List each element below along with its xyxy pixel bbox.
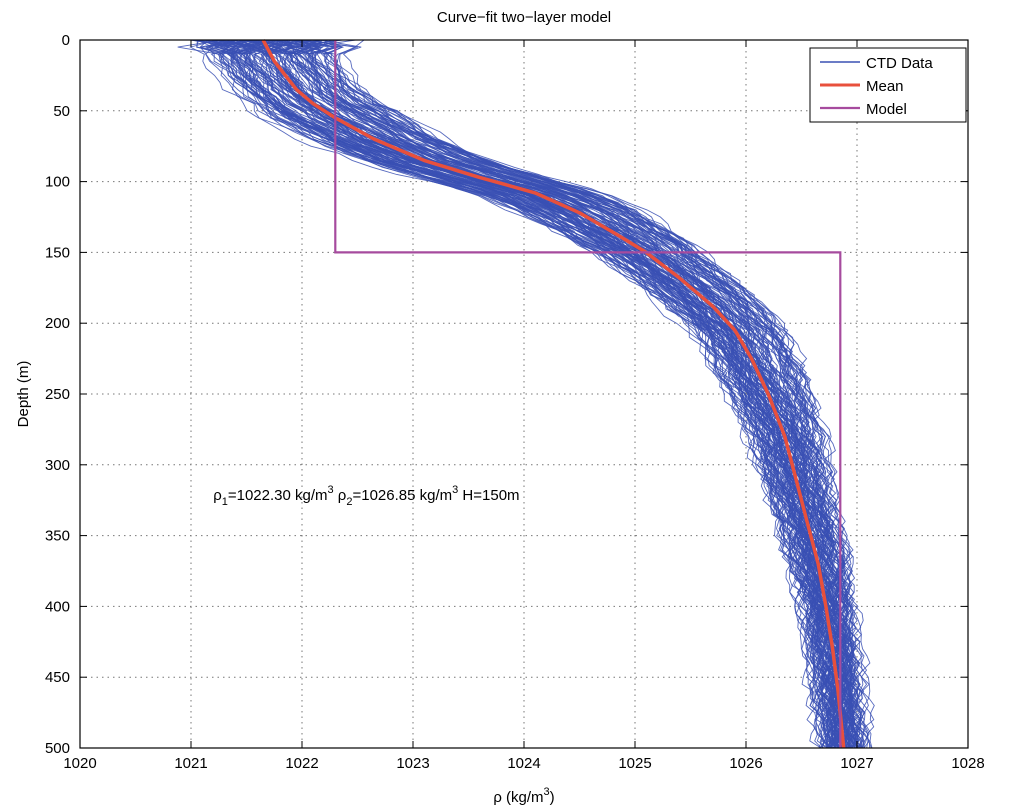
y-tick-label: 200 xyxy=(45,315,70,332)
ctd-profile xyxy=(198,39,841,749)
ctd-profile xyxy=(303,39,875,749)
ctd-profile xyxy=(206,39,843,749)
ctd-profile xyxy=(294,39,866,749)
x-tick-label: 1021 xyxy=(174,755,207,772)
mean-line xyxy=(261,39,846,749)
legend-label-ctd: CTD Data xyxy=(866,55,933,72)
y-tick-label: 300 xyxy=(45,457,70,474)
x-tick-label: 1024 xyxy=(507,755,540,772)
x-axis-label-close: ) xyxy=(550,789,555,806)
ctd-profile xyxy=(224,39,828,749)
y-tick-label: 500 xyxy=(45,740,70,757)
y-axis-label: Depth (m) xyxy=(15,361,32,428)
annotation-part: =1022.30 kg/m xyxy=(228,487,328,504)
annotation-part: 3 xyxy=(452,484,458,496)
y-tick-label: 0 xyxy=(62,32,70,49)
annotation-part: H=150m xyxy=(458,487,519,504)
ctd-profile xyxy=(214,39,843,749)
ctd-profile xyxy=(199,39,825,749)
ctd-profile xyxy=(266,39,857,749)
ctd-profile xyxy=(200,39,844,749)
ctd-profile xyxy=(271,39,850,749)
ctd-profile xyxy=(265,39,852,749)
y-tick-label: 250 xyxy=(45,386,70,403)
ctd-profile xyxy=(218,39,841,749)
x-tick-label: 1020 xyxy=(63,755,96,772)
ctd-profile xyxy=(266,39,856,749)
chart-title: Curve−fit two−layer model xyxy=(437,9,611,26)
legend-label-mean: Mean xyxy=(866,78,904,95)
ctd-profile xyxy=(273,39,857,749)
y-tick-label: 150 xyxy=(45,244,70,261)
axis-ticks: 1020 1021 1022 1023 1024 1025 1026 1027 1028 0 50 1… xyxy=(45,32,985,772)
x-axis-label-sup: 3 xyxy=(544,786,550,798)
annotation-part: 3 xyxy=(328,484,334,496)
y-tick-label: 350 xyxy=(45,528,70,545)
x-tick-label: 1027 xyxy=(840,755,873,772)
ctd-profile xyxy=(262,39,855,749)
annotation-part: 1 xyxy=(222,496,228,508)
x-tick-label: 1028 xyxy=(951,755,984,772)
x-tick-label: 1025 xyxy=(618,755,651,772)
y-tick-label: 100 xyxy=(45,174,70,191)
annotation-part: 2 xyxy=(346,496,352,508)
ctd-profile xyxy=(265,39,843,749)
y-tick-label: 400 xyxy=(45,598,70,615)
legend-label-model: Model xyxy=(866,101,907,118)
model-line xyxy=(334,40,842,748)
ctd-profile xyxy=(279,39,859,749)
x-tick-label: 1023 xyxy=(396,755,429,772)
annotation-part: ρ xyxy=(213,487,222,504)
parameter-annotation: ρ1=1022.30 kg/m3 ρ2=1026.85 kg/m3 H=150m xyxy=(213,484,519,508)
ctd-profile xyxy=(214,39,823,749)
y-tick-label: 450 xyxy=(45,669,70,686)
annotation-part: ρ xyxy=(334,487,347,504)
x-axis-label-main: ρ (kg/m xyxy=(493,789,543,806)
ctd-profile xyxy=(293,39,861,749)
x-tick-label: 1026 xyxy=(729,755,762,772)
legend: CTD Data Mean Model xyxy=(809,47,967,123)
ctd-profile xyxy=(205,39,840,749)
x-axis-label: ρ (kg/m3) xyxy=(493,786,554,806)
y-tick-label: 50 xyxy=(53,103,70,120)
annotation-part: =1026.85 kg/m xyxy=(352,487,452,504)
x-tick-label: 1022 xyxy=(285,755,318,772)
ctd-profile xyxy=(196,39,843,749)
